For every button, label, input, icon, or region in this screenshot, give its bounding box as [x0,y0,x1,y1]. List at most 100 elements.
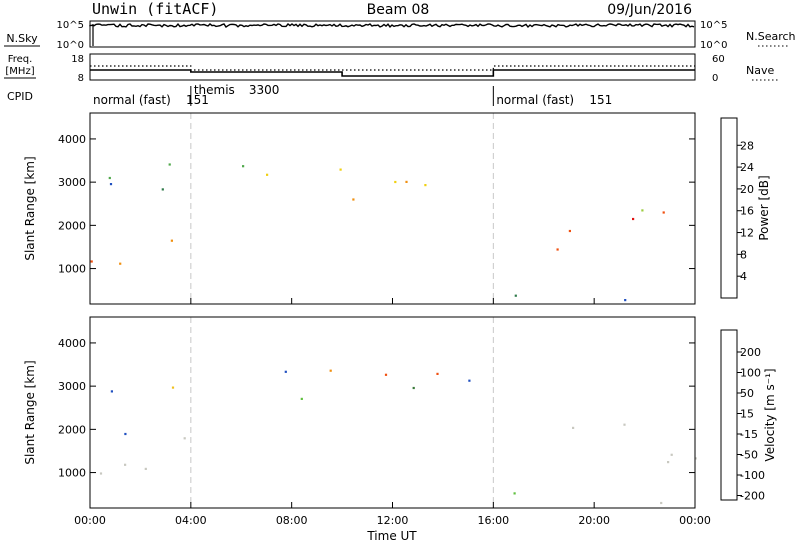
echo-region-themis-far-range [284,369,471,400]
freq-tick-bottom: 8 [78,73,84,84]
cpid-segment-2: normal (fast) 151 [496,93,612,107]
echo-region-evening-near-range [513,492,663,505]
power-panel-ytick-label: 2000 [58,219,86,232]
velocity-colorbar-tick: -100 [740,469,765,482]
power-colorbar-label: Power [dB] [757,175,771,240]
velocity-colorbar-tick: -50 [740,449,758,462]
cpid-segment-code: 3300 [249,83,280,97]
echo-cell [384,373,388,376]
velocity-panel-ytick-label: 1000 [58,467,86,480]
echo-cell [329,369,332,372]
velocity-panel-ytick-label: 2000 [58,423,86,436]
echo-region-evening-near-range [514,294,627,302]
echo-cell [339,168,342,171]
cpid-segment-code: 151 [589,93,612,107]
velocity-panel-bg [90,317,695,508]
echo-cell [300,397,303,400]
echo-cell [183,437,186,440]
nave-tick-top: 60 [712,54,725,65]
echo-cell [394,180,397,184]
power-panel-ytick-label: 1000 [58,263,86,276]
echo-region-early-ionospheric [110,386,186,440]
xaxis-label: Time UT [366,529,417,543]
echo-region-early-ionospheric [108,163,171,191]
echo-cell [424,184,427,187]
xtick-label: 00:00 [679,514,711,527]
xtick-label: 00:00 [74,514,106,527]
velocity-colorbar-tick: 200 [740,346,761,359]
xtick-label: 16:00 [477,514,509,527]
echo-cell [170,239,173,242]
velocity-panel-ytick-label: 3000 [58,380,86,393]
echo-cell [405,180,408,183]
cpid-label: CPID [7,90,33,103]
echo-cell [468,379,471,382]
xtick-label: 04:00 [175,514,207,527]
velocity-colorbar-label: Velocity [m s⁻¹] [763,368,777,461]
nave-tick-bottom: 0 [712,73,718,84]
freq-label: Freq. [8,54,33,65]
station-title: Unwin (fitACF) [92,0,218,18]
nsky-label: N.Sky [6,32,38,45]
echo-cell [662,211,665,214]
nsky-trace [89,22,695,29]
echo-cell [161,188,164,191]
velocity-colorbar-tick: 15 [740,408,754,421]
date-label: 09/Jun/2016 [607,2,692,18]
echo-cell [624,299,627,302]
echo-region-themis-far-range [242,165,427,201]
power-colorbar-tick: 20 [740,183,754,196]
echo-cell [641,209,644,212]
echo-cell [694,457,697,460]
power-colorbar-frame [720,117,738,299]
echo-cell [513,492,516,495]
echo-cell [119,262,122,265]
power-panel-ytick-label: 4000 [58,133,86,146]
nsearch-tick-bottom: 10^0 [700,40,727,51]
echo-cell [124,463,127,466]
nave-trace [90,65,695,71]
velocity-panel-ylabel: Slant Range [km] [23,360,37,464]
velocity-panel-echoes [99,369,697,505]
echo-region-evening-ground-scatter [556,209,665,251]
cpid-segment-0: normal (fast) 151 [93,93,209,107]
cpid-segment-code: 151 [186,93,209,107]
cpid-segment-label: themis [194,83,235,97]
echo-cell [110,390,113,393]
echo-cell [556,248,559,251]
nave-label: Nave [746,64,774,77]
echo-cell [670,453,673,456]
velocity-colorbar-tick: -200 [740,490,765,503]
velocity-colorbar-tick: -15 [740,428,758,441]
echo-region-evening-ground-scatter [572,423,697,464]
echo-cell [514,294,517,297]
echo-cell [412,386,415,390]
nsky-panel-frame [89,20,696,48]
power-panel-echoes [90,163,665,302]
power-panel-ytick-label: 3000 [58,176,86,189]
echo-region-early-ground-scatter [90,239,173,265]
nsky-tick-bottom: 10^0 [57,40,84,51]
power-colorbar-tick: 12 [740,227,754,240]
echo-cell [99,472,103,475]
echo-cell [108,176,111,180]
xtick-label: 20:00 [578,514,610,527]
frequency-trace [90,69,695,77]
echo-cell [572,426,575,429]
echo-cell [667,461,670,464]
echo-cell [352,198,355,201]
echo-cell [124,432,127,436]
echo-cell [144,467,147,470]
echo-cell [568,229,571,233]
velocity-colorbar-frame [720,329,738,501]
beam-label: Beam 08 [367,2,430,18]
power-colorbar-tick: 28 [740,139,754,152]
freq-tick-top: 18 [71,54,84,65]
echo-cell [171,386,175,389]
velocity-colorbar [720,329,738,501]
cpid-segment-label: normal (fast) [496,93,574,107]
power-panel-bg [90,113,695,304]
echo-cell [623,423,626,426]
echo-cell [242,165,245,168]
xtick-label: 12:00 [377,514,409,527]
